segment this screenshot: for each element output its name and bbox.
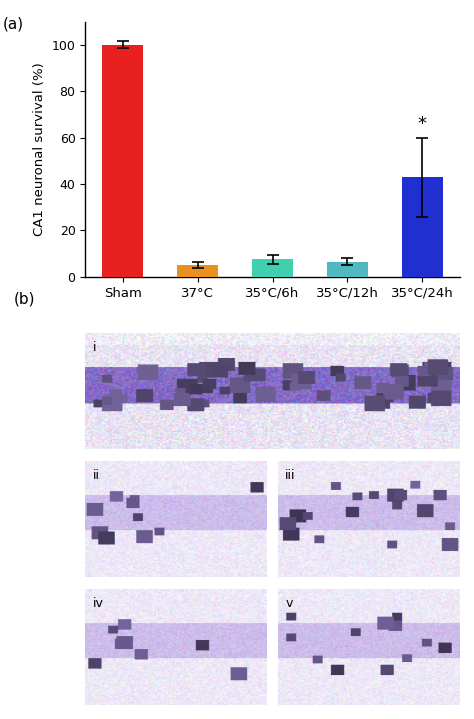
- Text: v: v: [285, 597, 292, 610]
- Bar: [177, 265, 219, 277]
- Bar: [252, 260, 293, 277]
- Text: *: *: [418, 115, 427, 133]
- Text: i: i: [93, 342, 96, 354]
- Bar: [401, 177, 443, 277]
- Text: iv: iv: [92, 597, 103, 610]
- Text: iii: iii: [285, 469, 296, 482]
- Bar: [327, 262, 368, 277]
- Y-axis label: CA1 neuronal survival (%): CA1 neuronal survival (%): [33, 63, 46, 236]
- Text: ii: ii: [92, 469, 100, 482]
- Text: (b): (b): [14, 291, 36, 306]
- Text: (a): (a): [3, 17, 24, 32]
- Bar: [102, 45, 144, 277]
